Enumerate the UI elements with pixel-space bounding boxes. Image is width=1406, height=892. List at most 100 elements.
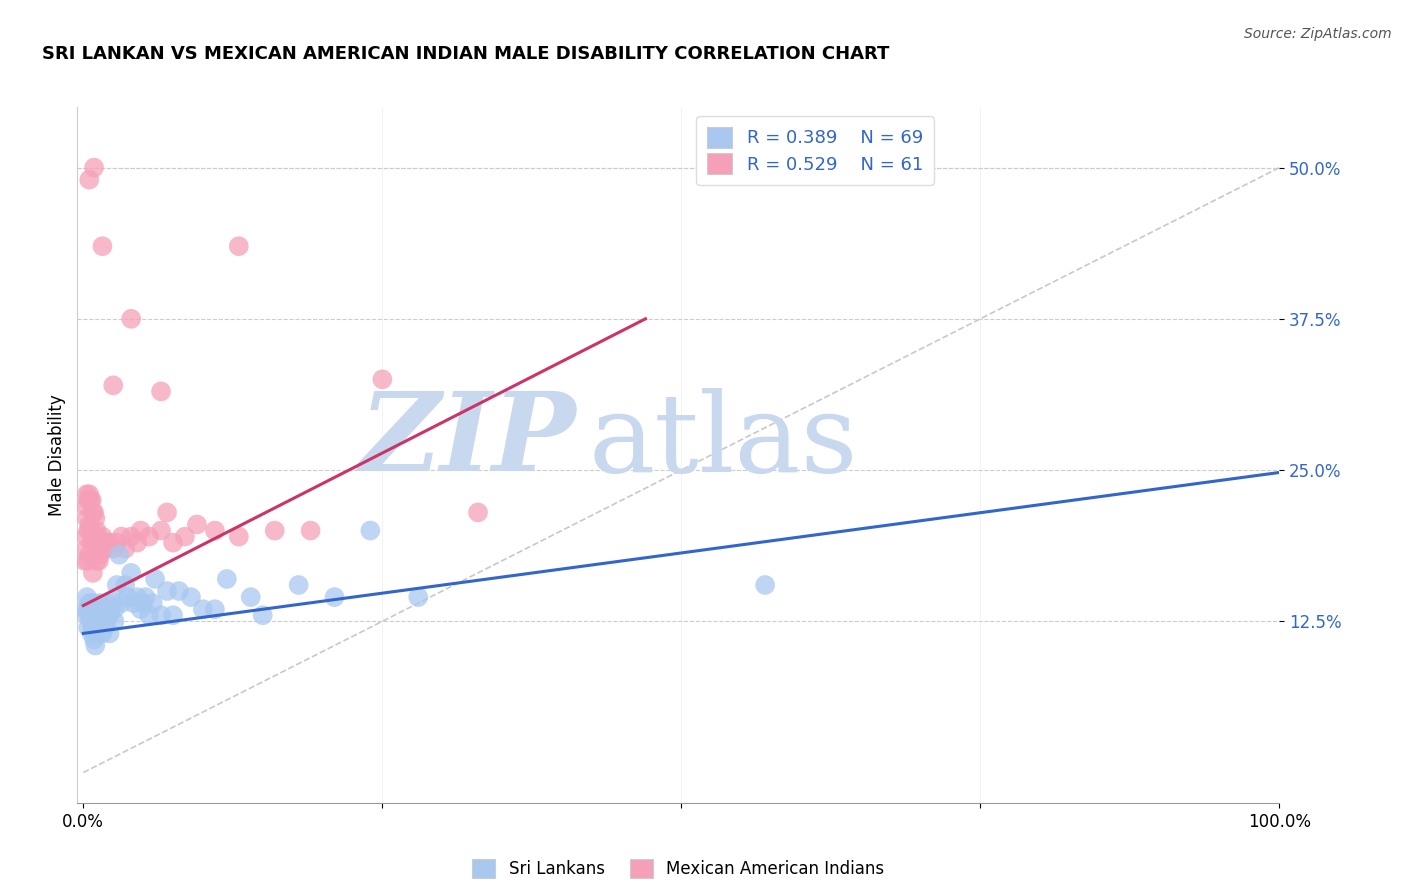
Text: atlas: atlas	[588, 387, 858, 494]
Point	[76, 608, 98, 623]
Text: Source: ZipAtlas.com: Source: ZipAtlas.com	[1244, 27, 1392, 41]
Point	[150, 608, 173, 623]
Point	[80, 535, 103, 549]
Point	[114, 578, 136, 592]
Point	[87, 608, 110, 623]
Point	[73, 554, 96, 568]
Point	[79, 487, 101, 501]
Point	[94, 608, 117, 623]
Point	[84, 620, 107, 634]
Point	[79, 172, 101, 186]
Point	[77, 620, 100, 634]
Point	[79, 517, 101, 532]
Point	[82, 535, 104, 549]
Point	[76, 487, 98, 501]
Point	[138, 530, 160, 544]
Y-axis label: Male Disability: Male Disability	[48, 394, 66, 516]
Point	[186, 517, 208, 532]
Point	[83, 535, 105, 549]
Point	[174, 530, 197, 544]
Point	[143, 572, 166, 586]
Point	[371, 372, 394, 386]
Point	[86, 626, 108, 640]
Point	[138, 608, 160, 623]
Point	[103, 378, 125, 392]
Point	[96, 608, 118, 623]
Point	[79, 548, 101, 562]
Point	[80, 626, 103, 640]
Point	[204, 602, 226, 616]
Point	[86, 608, 108, 623]
Point	[108, 548, 131, 562]
Point	[76, 590, 98, 604]
Point	[93, 602, 115, 616]
Point	[82, 566, 104, 580]
Point	[228, 239, 250, 253]
Point	[82, 620, 104, 634]
Point	[91, 626, 114, 640]
Point	[167, 584, 190, 599]
Point	[132, 596, 155, 610]
Point	[215, 572, 238, 586]
Point	[90, 608, 112, 623]
Point	[134, 590, 156, 604]
Point	[84, 541, 107, 556]
Point	[150, 524, 173, 538]
Point	[323, 590, 346, 604]
Point	[156, 584, 179, 599]
Point	[94, 615, 117, 629]
Point	[239, 590, 262, 604]
Point	[96, 535, 118, 549]
Point	[162, 535, 184, 549]
Point	[84, 639, 107, 653]
Point	[162, 608, 184, 623]
Point	[76, 541, 98, 556]
Point	[80, 493, 103, 508]
Text: ZIP: ZIP	[360, 387, 576, 495]
Point	[79, 608, 101, 623]
Point	[86, 554, 108, 568]
Point	[287, 578, 309, 592]
Point	[252, 608, 274, 623]
Point	[120, 311, 142, 326]
Point	[156, 505, 179, 519]
Point	[127, 590, 149, 604]
Point	[467, 505, 489, 519]
Point	[80, 608, 103, 623]
Point	[122, 596, 145, 610]
Point	[103, 541, 125, 556]
Point	[83, 596, 105, 610]
Point	[359, 524, 381, 538]
Point	[75, 500, 97, 514]
Point	[83, 632, 105, 647]
Point	[129, 602, 152, 616]
Point	[86, 524, 108, 538]
Point	[114, 541, 136, 556]
Point	[79, 493, 101, 508]
Point	[103, 596, 125, 610]
Point	[87, 554, 110, 568]
Point	[91, 615, 114, 629]
Point	[117, 590, 139, 604]
Point	[93, 541, 115, 556]
Point	[89, 548, 111, 562]
Point	[84, 511, 107, 525]
Point	[191, 602, 214, 616]
Point	[406, 590, 429, 604]
Point	[120, 530, 142, 544]
Point	[110, 530, 132, 544]
Point	[142, 596, 165, 610]
Point	[228, 530, 250, 544]
Point	[98, 608, 121, 623]
Point	[299, 524, 322, 538]
Point	[754, 578, 776, 592]
Point	[77, 524, 100, 538]
Point	[91, 530, 114, 544]
Point	[94, 541, 117, 556]
Point	[87, 615, 110, 629]
Point	[76, 511, 98, 525]
Point	[94, 535, 117, 549]
Point	[127, 535, 149, 549]
Point	[77, 602, 100, 616]
Point	[103, 602, 125, 616]
